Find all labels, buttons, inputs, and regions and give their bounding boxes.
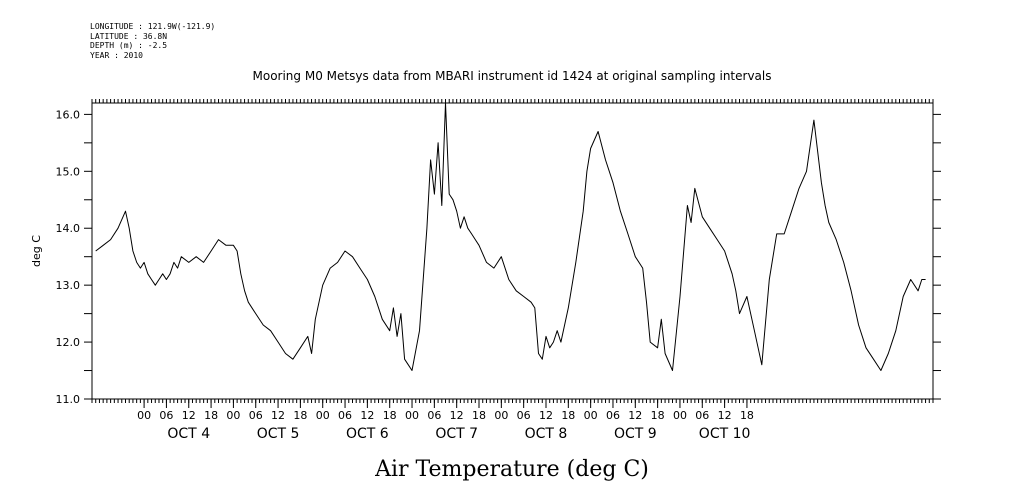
x-tick-label: 00 (494, 409, 508, 422)
x-tick-label: 00 (584, 409, 598, 422)
x-tick-label: 12 (271, 409, 285, 422)
plot-frame (91, 102, 934, 400)
y-tick-label: 15.0 (56, 165, 81, 178)
latitude-text: LATITUDE : 36.8N (90, 31, 168, 41)
day-label: OCT 5 (257, 426, 300, 442)
x-tick-label: 00 (673, 409, 687, 422)
y-tick-label: 12.0 (56, 336, 81, 349)
x-tick-label: 12 (360, 409, 374, 422)
y-tick-label: 16.0 (56, 108, 81, 121)
x-tick-label: 06 (249, 409, 263, 422)
x-tick-label: 12 (628, 409, 642, 422)
x-tick-label: 06 (695, 409, 709, 422)
x-tick-label: 18 (740, 409, 754, 422)
y-tick-label: 13.0 (56, 279, 81, 292)
y-tick-label: 14.0 (56, 222, 81, 235)
x-tick-label: 18 (293, 409, 307, 422)
metadata-block: LONGITUDE : 121.9W(-121.9) LATITUDE : 36… (90, 22, 215, 60)
series-line (95, 102, 926, 371)
day-label: OCT 4 (167, 426, 210, 442)
x-tick-label: 06 (517, 409, 531, 422)
y-tick-label: 11.0 (56, 393, 81, 406)
x-tick-label: 00 (226, 409, 240, 422)
x-tick-label: 06 (427, 409, 441, 422)
year-text: YEAR : 2010 (90, 50, 143, 60)
series-group (95, 102, 926, 371)
x-tick-label: 12 (539, 409, 553, 422)
chart-title: Mooring M0 Metsys data from MBARI instru… (253, 69, 772, 83)
x-tick-label: 12 (450, 409, 464, 422)
x-tick-label: 18 (561, 409, 575, 422)
longitude-text: LONGITUDE : 121.9W(-121.9) (90, 22, 216, 31)
x-tick-label: 12 (718, 409, 732, 422)
x-tick-label: 12 (182, 409, 196, 422)
x-tick-label: 06 (606, 409, 620, 422)
day-label: OCT 7 (435, 426, 478, 442)
x-tick-label: 18 (651, 409, 665, 422)
day-label: OCT 6 (346, 426, 389, 442)
x-tick-label: 00 (405, 409, 419, 422)
y-axis-label: deg C (30, 235, 43, 267)
axes-group: 00 06 12 18 00 06 12 18 00 06 12 18 00 06 12 18 00 06 12 18… (56, 99, 941, 442)
x-tick-label: 00 (316, 409, 330, 422)
x-tick-label: 18 (383, 409, 397, 422)
day-label: OCT 10 (699, 426, 751, 442)
x-tick-label: 00 (137, 409, 151, 422)
x-tick-label: 18 (472, 409, 486, 422)
x-tick-label: 06 (338, 409, 352, 422)
day-label: OCT 9 (614, 426, 657, 442)
x-tick-label: 18 (204, 409, 218, 422)
day-label: OCT 8 (525, 426, 568, 442)
x-tick-label: 06 (159, 409, 173, 422)
x-axis-label: Air Temperature (deg C) (374, 457, 649, 482)
depth-text: DEPTH (m) : -2.5 (90, 41, 168, 50)
